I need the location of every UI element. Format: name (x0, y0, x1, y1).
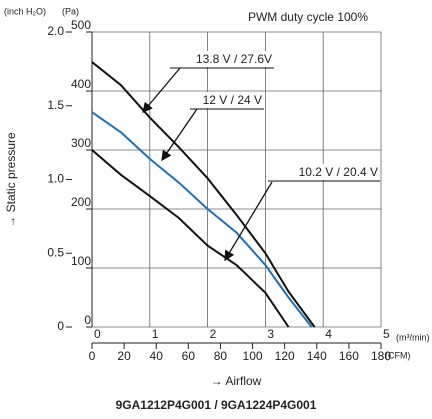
y2-tick-label: 1.0 (47, 172, 64, 186)
y-tick-label: 200 (71, 195, 91, 209)
y-unit: (Pa) (62, 6, 79, 16)
label-arrow (161, 108, 198, 162)
x2-tick-label: 40 (150, 349, 164, 363)
series-label: 12 V / 24 V (203, 93, 262, 107)
label-arrow (142, 67, 181, 113)
y-tick-label: 0 (84, 313, 91, 327)
chart-title: 9GA1212P4G001 / 9GA1224P4G001 (116, 398, 317, 412)
label-arrow (224, 181, 273, 262)
subtitle: PWM duty cycle 100% (248, 10, 368, 24)
x-tick-label: 4 (325, 327, 332, 341)
y2-tick-label: 0.5 (47, 245, 64, 259)
x2-tick-label: 20 (117, 349, 131, 363)
x-unit: (m³/min) (396, 332, 430, 342)
x2-tick-label: 120 (275, 349, 295, 363)
y2-unit: (inch H₂O) (4, 6, 46, 16)
x2-unit: (CFM) (385, 350, 411, 360)
x-tick-label: 2 (210, 327, 217, 341)
label-bg (190, 92, 264, 108)
label-bg (170, 51, 274, 67)
curve (91, 61, 316, 328)
x-tick-label: 3 (267, 327, 274, 341)
x2-tick-label: 80 (214, 349, 228, 363)
x2-tick-label: 60 (182, 349, 196, 363)
x2-tick-label: 0 (89, 349, 96, 363)
y-tick-label: 100 (71, 254, 91, 268)
curve (91, 149, 290, 328)
y2-tick-label: 2.0 (47, 24, 64, 38)
y2-tick-label: 1.5 (47, 98, 64, 112)
y-label: → Static pressure (4, 132, 18, 228)
x-label: → Airflow (211, 374, 262, 388)
x-tick-label: 1 (152, 327, 159, 341)
y-tick-label: 500 (71, 18, 91, 32)
label-bg (268, 164, 380, 180)
x2-tick-label: 140 (307, 349, 327, 363)
x2-tick-label: 180 (371, 349, 391, 363)
curve (91, 111, 313, 328)
x2-tick-label: 160 (339, 349, 359, 363)
y-tick-label: 400 (71, 77, 91, 91)
series-label: 10.2 V / 20.4 V (299, 165, 378, 179)
x-tick-label: 5 (383, 327, 390, 341)
y-tick-label: 300 (71, 136, 91, 150)
x-tick-label: 0 (94, 327, 101, 341)
y2-tick-label: 0 (57, 319, 64, 333)
series-label: 13.8 V / 27.6V (196, 52, 272, 66)
x2-tick-label: 100 (243, 349, 263, 363)
